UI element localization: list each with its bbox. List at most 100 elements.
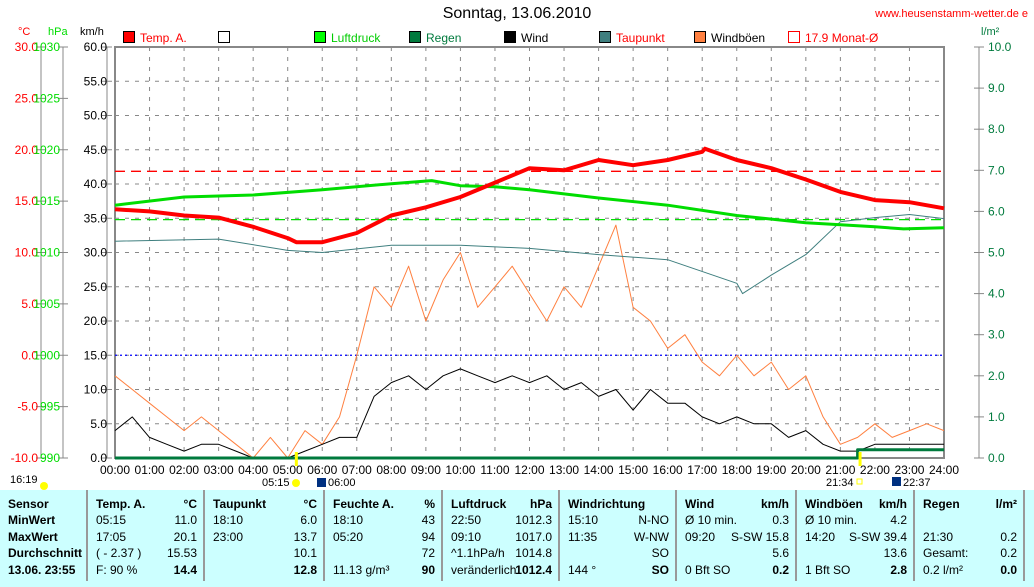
pressure-tick-label: 990 (40, 451, 60, 465)
rain-tick-label: 8.0 (988, 122, 1005, 136)
row-label: 13.06. 23:55 (8, 562, 76, 577)
rain-tick-label: 0.0 (988, 451, 1005, 465)
wind-tick-label: 25.0 (84, 280, 108, 294)
legend-item: Regen (409, 31, 461, 45)
column-unit: °C (183, 497, 197, 511)
x-tick-label: 23:00 (894, 463, 924, 477)
row-value: 20.1 (173, 529, 197, 544)
stats-column: Windrichtung 15:10 N-NO 11:35 W-NW SO 144 ° SO (560, 490, 677, 581)
row-value: N-NO (638, 513, 669, 527)
x-tick-label: 06:00 (307, 463, 337, 477)
rain-tick-label: 5.0 (988, 246, 1005, 260)
x-tick-label: 08:00 (376, 463, 406, 477)
row-label: MaxWert (8, 529, 58, 544)
row-label: Ø 10 min. (685, 513, 738, 527)
pressure-tick-label: 1020 (33, 143, 60, 157)
column-unit: hPa (529, 497, 552, 511)
wind-tick-label: 10.0 (84, 383, 108, 397)
row-value: 1014.8 (515, 546, 552, 560)
row-label: MinWert (8, 513, 56, 527)
column-header: Windrichtung (568, 497, 646, 511)
x-tick-label: 10:00 (445, 463, 475, 477)
stats-column: Luftdruck hPa 22:50 1012.3 09:10 1017.0 ^1.1hP… (443, 490, 560, 581)
row-value: 72 (421, 546, 435, 560)
temp-tick-label: 30.0 (15, 40, 39, 54)
rain-tick-label: 6.0 (988, 204, 1005, 218)
series-regen (115, 448, 944, 460)
row-label: 11.13 g/m³ (333, 562, 390, 577)
x-tick-label: 20:00 (791, 463, 821, 477)
row-value: 4.2 (890, 513, 907, 527)
row-label: 1 Bft SO (805, 562, 851, 577)
x-tick-label: 16:00 (653, 463, 683, 477)
series-luftdruck (114, 179, 945, 231)
x-tick-label: 12:00 (514, 463, 544, 477)
wind-tick-label: 30.0 (84, 246, 108, 260)
temp-tick-label: -5.0 (17, 400, 38, 414)
site-link[interactable]: www.heusenstamm-wetter.de e (875, 8, 1028, 20)
legend-label: Temp. A. (140, 31, 187, 45)
row-value: SO (651, 562, 669, 577)
sun-icon (292, 479, 300, 487)
x-tick-label: 21:00 (825, 463, 855, 477)
row-label: 0 Bft SO (685, 562, 731, 577)
wind-tick-label: 50.0 (84, 109, 108, 123)
weather-chart: 30.0 25.0 20.0 15.0 10.0 5.0 0.0 -5.0 -10.0 1030 1… (11, 40, 1012, 490)
rain-tick-label: 2.0 (988, 369, 1005, 383)
stats-column: Temp. A. °C 05:15 11.0 17:05 20.1 ( - 2.37 ) 15… (88, 490, 205, 581)
row-label: veränderlich (451, 562, 517, 577)
row-label: 05:15 (96, 513, 127, 527)
pressure-unit: hPa (48, 26, 68, 38)
stats-column: Regen l/m² 21:30 0.2 Gesamt: 0.2 0.2 l/m² 0.0 (915, 490, 1025, 581)
rain-tick-label: 3.0 (988, 328, 1005, 342)
row-value: 10.1 (293, 546, 317, 560)
temp-tick-label: -10.0 (11, 451, 39, 465)
row-value: S-SW 39.4 (848, 529, 907, 544)
x-tick-label: 11:00 (480, 463, 509, 477)
row-value: 14.4 (173, 562, 197, 577)
dusk-icon (892, 477, 901, 486)
row-label: 05:20 (333, 529, 364, 544)
x-tick-label: 07:00 (342, 463, 372, 477)
row-label: 144 ° (568, 562, 597, 577)
row-value: 2.8 (890, 562, 907, 577)
legend-swatch (599, 31, 611, 43)
moonset-time: 16:19 (10, 474, 38, 486)
rain-tick-label: 10.0 (988, 40, 1012, 54)
legend-item: Wind (504, 31, 548, 45)
column-header: Windböen (805, 497, 863, 511)
column-header: Taupunkt (213, 497, 267, 511)
legend-swatch (314, 31, 326, 43)
wind-tick-label: 15.0 (84, 348, 108, 362)
row-label: 0.2 l/m² (923, 562, 964, 577)
legend-swatch (694, 31, 706, 43)
row-label: Ø 10 min. (805, 513, 858, 527)
column-header: Temp. A. (96, 497, 146, 511)
pressure-tick-label: 1025 (33, 91, 60, 105)
row-value: W-NW (633, 529, 669, 544)
wind-tick-label: 35.0 (84, 211, 108, 225)
row-label: 14:20 (805, 529, 836, 544)
wind-tick-label: 45.0 (84, 143, 108, 157)
x-tick-label: 19:00 (756, 463, 786, 477)
row-value: 6.0 (300, 513, 317, 527)
series-wind (114, 368, 944, 459)
row-value: 43 (421, 513, 435, 527)
x-tick-label: 02:00 (169, 463, 199, 477)
column-header: Luftdruck (451, 497, 507, 511)
legend-label: Regen (426, 31, 462, 45)
column-unit: °C (303, 497, 317, 511)
row-value: 94 (421, 529, 435, 544)
row-label: 17:05 (96, 529, 127, 544)
row-label: 21:30 (923, 529, 954, 544)
temp-tick-label: 5.0 (21, 297, 38, 311)
row-label: 22:50 (451, 513, 482, 527)
column-unit: km/h (878, 497, 907, 511)
row-label: 15:10 (568, 513, 599, 527)
x-tick-label: 01:00 (135, 463, 165, 477)
legend-item: Windböen (694, 31, 765, 45)
dawn-icon (317, 478, 326, 487)
pressure-tick-label: 1015 (33, 194, 60, 208)
civil-dusk-time: 22:37 (903, 477, 931, 489)
x-tick-label: 17:00 (687, 463, 717, 477)
